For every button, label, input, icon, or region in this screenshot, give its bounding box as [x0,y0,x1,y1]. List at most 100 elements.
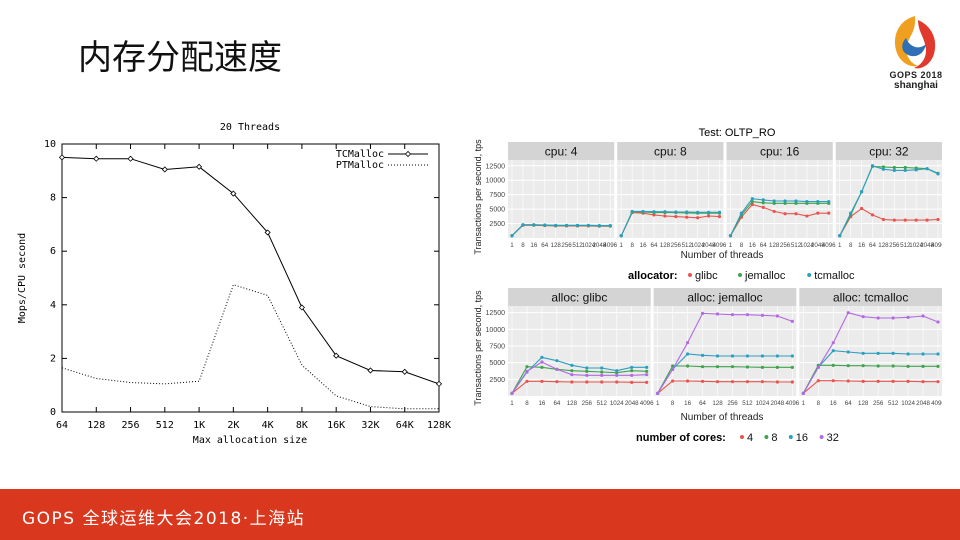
facet-label: cpu: 16 [760,145,800,159]
data-point [645,365,649,369]
logo-text: GOPS 2018 shanghai [872,70,960,91]
data-point [540,365,544,369]
data-point [783,212,787,216]
x-tick-label: 2048 [920,242,934,249]
data-point [696,210,700,214]
data-point [831,363,835,367]
x-tick-label: 256 [780,242,791,249]
data-point [859,190,864,194]
data-point [58,154,66,161]
legend-label: 4 [747,432,753,444]
series-line-glibc [730,203,829,236]
logo-brand: GOPS [889,70,918,80]
x-tick-label: 1024 [901,400,915,407]
data-point [730,313,735,317]
x-tick-label: 512 [156,420,174,431]
data-point [760,365,765,369]
x-tick-label: 128 [858,400,869,407]
facet-label: cpu: 4 [545,145,578,159]
oltp-cpu-chart: Test: OLTP_RO cpu: 41 8 16 64 128 256 51210242… [473,127,942,261]
data-point [540,355,544,359]
x-tick-label: 16 [640,242,647,249]
x-tick-label: 1024 [691,242,705,249]
data-point [630,365,634,369]
x-tick-label: 2048 [916,400,930,407]
x-tick-label: 1K [193,420,205,431]
data-point [876,364,880,368]
data-point [775,380,779,384]
data-point [891,379,895,383]
series-line-32 [802,312,939,394]
panel-background [835,160,942,238]
data-point [760,313,765,317]
y-tick-label: 10000 [486,327,506,334]
data-point [849,211,853,215]
facet-strip [617,142,724,160]
data-point [936,172,940,176]
data-point [846,379,850,383]
facet-strip [726,142,833,160]
x-tick-label: 4096 [713,242,727,249]
legend-title: allocator: [628,270,678,282]
data-point [685,341,690,345]
x-tick-label: 1 [802,400,806,407]
x-tick-label: 8K [296,420,308,431]
legend-marker-tcmalloc [404,150,412,158]
x-tick-label: 64 [651,242,658,249]
x-tick-label: 1 [620,242,624,249]
x-tick-label: 64 [699,400,706,407]
data-point [615,373,619,377]
data-point [264,229,271,236]
allocator-legend: allocator: glibc jemalloc tcmalloc [628,270,855,282]
x-tick-label: 2048 [625,400,639,407]
data-point [674,215,678,219]
data-point [745,354,750,358]
y-tick-label: 5000 [489,207,505,214]
x-tick-label: 4096 [640,400,654,407]
x-tick-label: 1 [838,242,842,249]
data-point [906,352,910,356]
data-point [543,223,547,227]
x-tick-label: 256 [873,400,884,407]
y-tick-label: 2 [50,353,56,364]
data-point [367,367,374,374]
x-tick-label: 4096 [603,242,617,249]
data-point [790,319,794,323]
y-tick-label: 10 [44,139,56,150]
x-tick-label: 1024 [909,242,923,249]
data-point [831,379,835,383]
legend-label: tcmalloc [814,270,855,282]
data-point [641,209,645,214]
x-tick-label: 64 [760,242,767,249]
x-tick-label: 8 [817,400,821,407]
x-tick-label: 128 [660,242,671,249]
data-point [903,165,907,170]
panel-background [726,160,833,238]
series-line-jemalloc [620,211,720,236]
data-point [750,202,754,207]
data-point [891,364,895,368]
x-tick-label: 256 [671,242,682,249]
y-tick-label: 2500 [489,221,505,228]
legend-title: number of cores: [636,432,726,444]
data-point [936,352,940,356]
data-point [794,199,798,203]
data-point [510,391,514,395]
data-point [525,379,529,383]
series-line-32 [511,361,647,394]
data-point [881,217,886,222]
x-tick-label: 8 [671,400,675,407]
data-point [906,315,910,319]
x-tick-label: 32K [361,420,379,431]
series-line-32 [657,312,793,394]
x-tick-label: 4096 [931,400,942,407]
data-point [127,155,134,162]
data-point [730,365,735,369]
x-tick-label: 1024 [610,400,624,407]
x-tick-label: 4096 [785,400,799,407]
data-point [608,223,612,228]
facet-strip [508,288,651,306]
x-tick-label: 2K [227,420,239,431]
y-tick-label: 7500 [489,192,505,199]
data-point [674,210,678,214]
